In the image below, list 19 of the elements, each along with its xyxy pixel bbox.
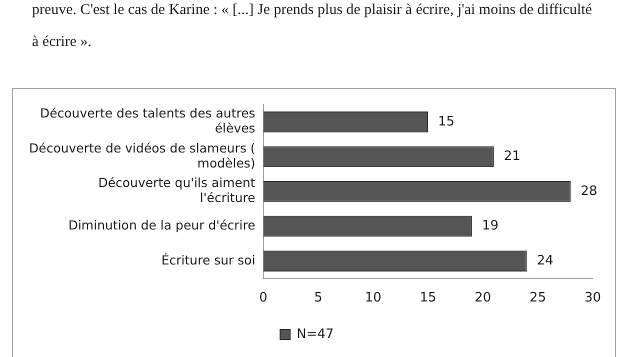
x-tick-label: 20 — [474, 290, 492, 306]
x-tick-label: 30 — [584, 290, 601, 306]
legend-label: N=47 — [296, 326, 334, 342]
x-tick-label: 25 — [530, 290, 546, 306]
x-tick-label: 5 — [314, 290, 322, 306]
x-tick-label: 15 — [420, 290, 436, 306]
data-label: 21 — [504, 149, 520, 164]
x-tick-label: 0 — [259, 290, 268, 306]
y-tick-label: Découverte des talents des autres élèves — [40, 106, 256, 136]
y-tick-label: Découverte qu'ils aiment l'écriture — [98, 175, 256, 206]
y-tick-label: Écriture sur soi — [161, 252, 256, 268]
data-label: 28 — [580, 184, 598, 199]
text: preuve. C'est le cas de Karine : « [...] Je prends plus de plaisir à écrire, j'ai moins de difficulté à écrire ». — [32, 1, 592, 52]
data-label: 15 — [438, 114, 455, 130]
y-tick-label: Diminution de la peur d'écrire — [68, 217, 256, 232]
y-tick-label: Découverte de vidéos de slameurs ( modèles) — [29, 140, 256, 170]
x-tick-label: 10 — [364, 290, 382, 306]
data-label: 24 — [536, 253, 554, 268]
data-label: 19 — [482, 218, 498, 234]
